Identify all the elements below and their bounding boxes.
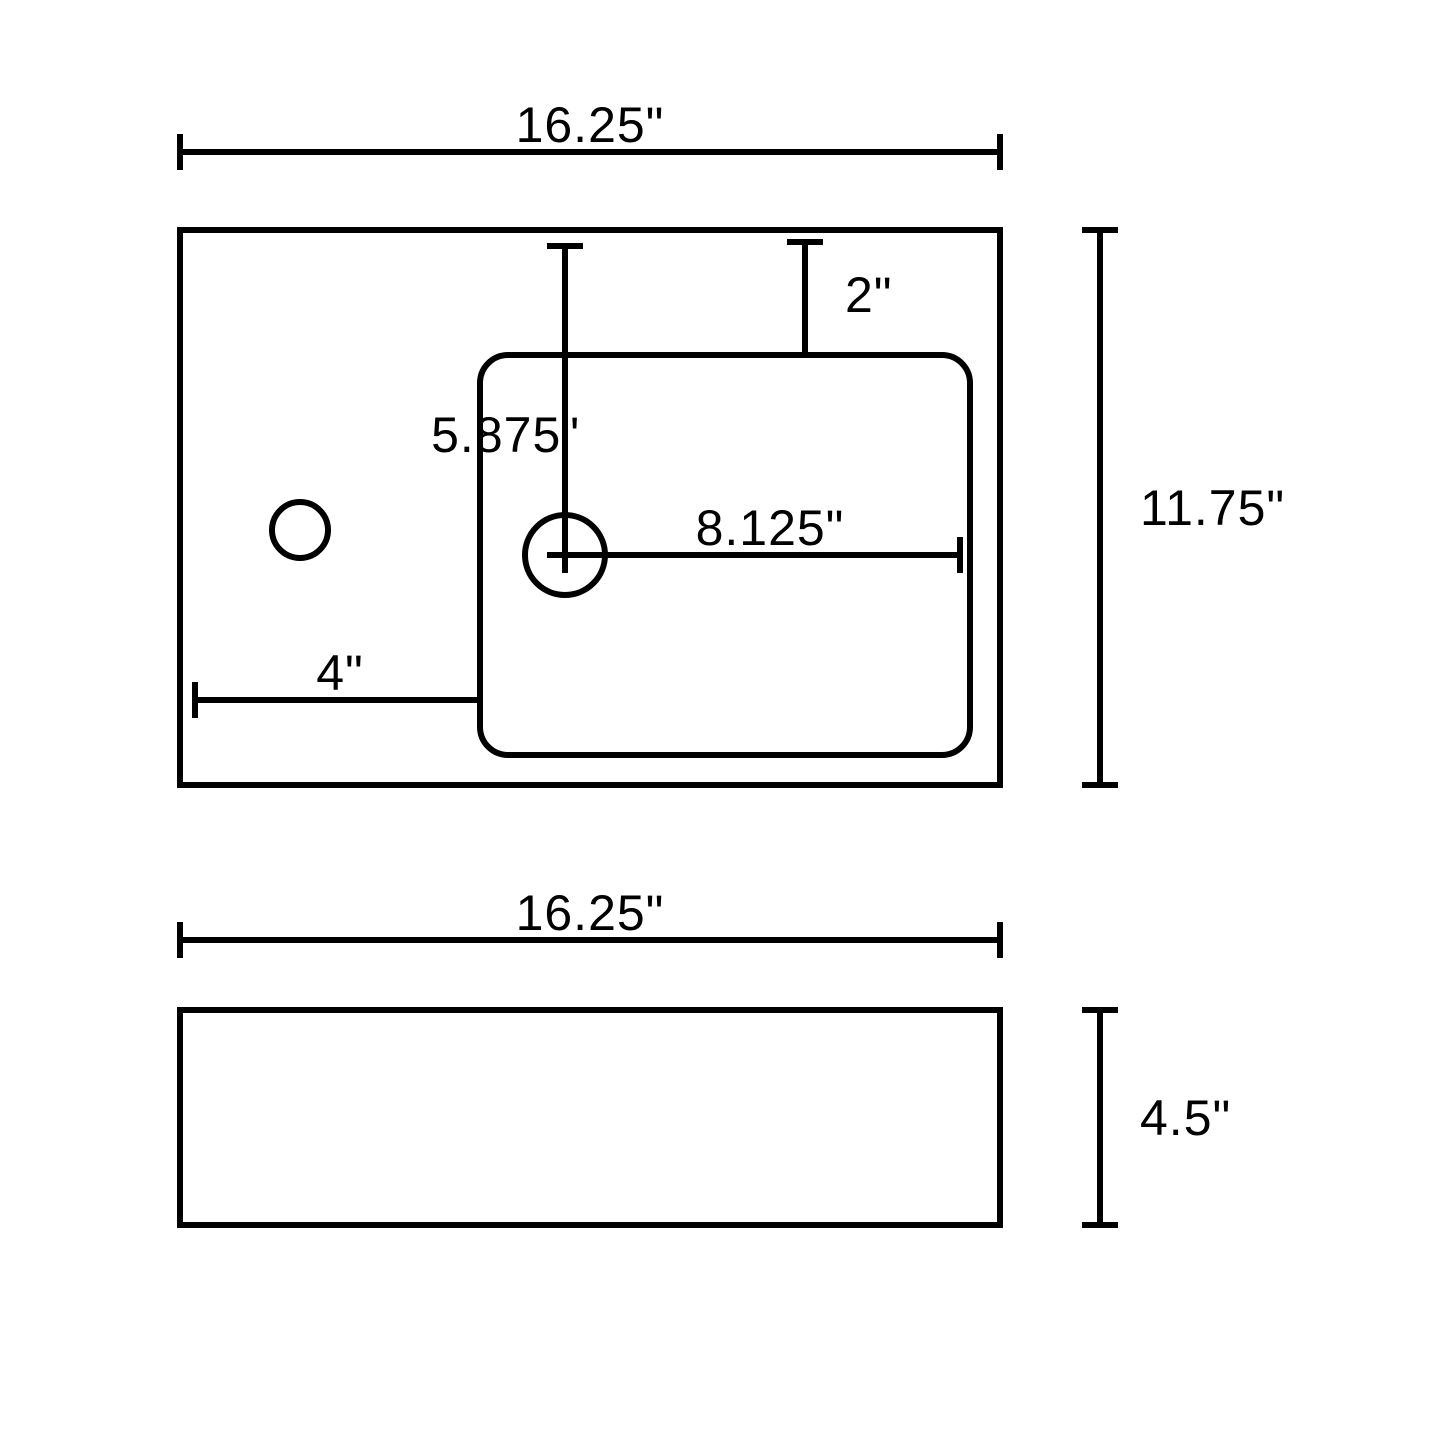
dim-drain_y: 5.875"	[431, 246, 583, 555]
dim-basin_offset_left-label: 4"	[316, 645, 364, 701]
dim-side_width-label: 16.25"	[516, 885, 665, 941]
dim-top_width: 16.25"	[180, 97, 1000, 170]
side-view-outer	[180, 1010, 1000, 1225]
dim-drain_y-label: 5.875"	[431, 407, 580, 463]
dim-drain_x-label: 8.125"	[696, 500, 845, 556]
dim-side_height-label: 4.5"	[1140, 1090, 1231, 1146]
dim-top_height: 11.75"	[1082, 230, 1285, 785]
dim-top_width-label: 16.25"	[516, 97, 665, 153]
dim-basin_offset_left: 4"	[195, 645, 480, 718]
dim-drain_x: 8.125"	[565, 500, 960, 573]
dim-side_height: 4.5"	[1082, 1010, 1231, 1225]
dim-side_width: 16.25"	[180, 885, 1000, 958]
dim-basin_offset_top-label: 2"	[845, 267, 893, 323]
faucet-hole	[272, 502, 328, 558]
dim-basin_offset_top: 2"	[787, 242, 893, 355]
dim-top_height-label: 11.75"	[1140, 480, 1285, 536]
